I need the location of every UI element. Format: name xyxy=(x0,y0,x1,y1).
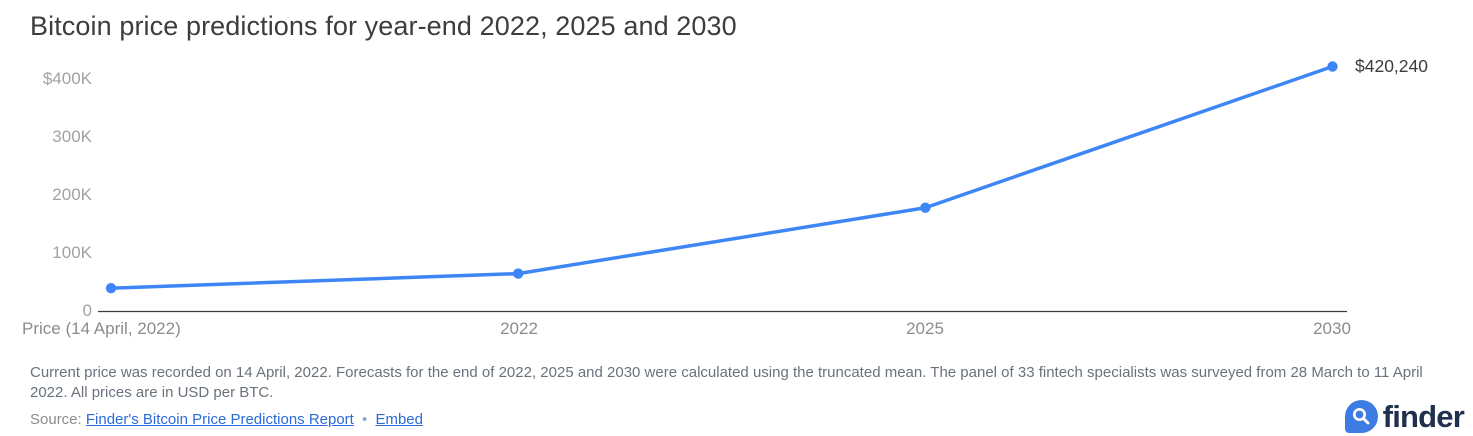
data-point-label: $420,240 xyxy=(1355,56,1428,76)
finder-logo[interactable]: finder xyxy=(1344,399,1465,434)
data-point-marker[interactable] xyxy=(1327,61,1338,72)
data-point-marker[interactable] xyxy=(920,202,931,213)
embed-link[interactable]: Embed xyxy=(375,411,423,428)
prediction-line xyxy=(109,64,1335,290)
y-axis-tick: 0 xyxy=(82,301,92,320)
chart-title: Bitcoin price predictions for year-end 2… xyxy=(30,11,737,41)
price-line-chart xyxy=(98,61,1347,313)
chart-footnote: Current price was recorded on 14 April, … xyxy=(30,364,1423,401)
finder-wordmark: finder xyxy=(1382,399,1465,434)
magnifier-icon xyxy=(1344,400,1378,433)
link-separator-dot: • xyxy=(362,411,368,428)
x-axis-tick-current-price: Price (14 April, 2022) xyxy=(22,319,181,338)
source-label: Source: xyxy=(30,411,82,428)
y-axis-tick: 300K xyxy=(52,127,92,146)
data-point-marker[interactable] xyxy=(105,282,117,294)
line-series[interactable] xyxy=(105,61,1338,294)
x-axis-tick-2030: 2030 xyxy=(1313,319,1351,338)
y-axis-tick: 100K xyxy=(52,243,92,262)
x-axis-tick-2022: 2022 xyxy=(500,319,538,338)
y-axis-tick: 200K xyxy=(52,185,92,204)
data-point-marker[interactable] xyxy=(512,268,524,279)
source-report-link[interactable]: Finder's Bitcoin Price Predictions Repor… xyxy=(85,411,354,428)
source-line: Source: Finder's Bitcoin Price Predictio… xyxy=(30,411,423,428)
x-axis-tick-2025: 2025 xyxy=(906,319,944,338)
y-axis-tick: $400K xyxy=(42,69,92,88)
